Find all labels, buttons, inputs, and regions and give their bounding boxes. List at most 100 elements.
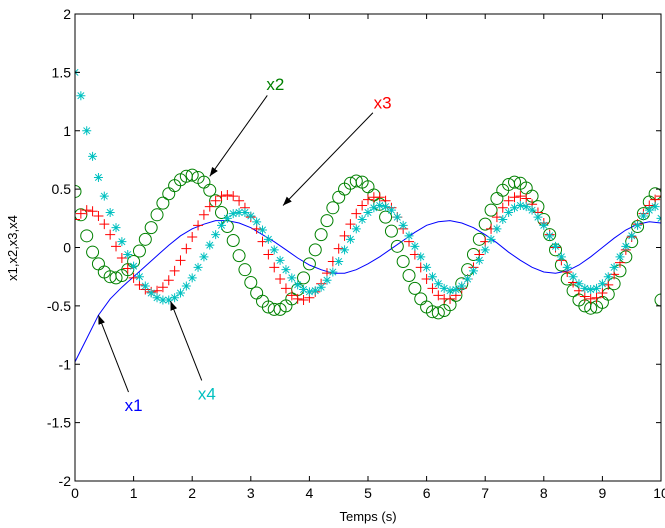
point-x4 [451, 285, 461, 295]
point-x4 [246, 211, 256, 221]
point-x2 [384, 224, 398, 238]
annotation-label-x1: x1 [125, 396, 143, 415]
point-x4 [234, 207, 244, 217]
series-x3 [75, 189, 661, 306]
point-x3 [75, 208, 86, 219]
x-tick-label: 1 [130, 485, 138, 501]
point-x2 [654, 293, 661, 307]
point-x4 [175, 288, 185, 298]
point-x4 [252, 217, 262, 227]
point-x3 [234, 195, 245, 206]
x-tick-label: 8 [540, 485, 548, 501]
point-x3 [503, 195, 514, 206]
point-x2 [138, 232, 152, 246]
x-tick-label: 4 [306, 485, 314, 501]
point-x4 [328, 267, 338, 277]
point-x4 [392, 212, 402, 222]
point-x4 [140, 281, 150, 291]
y-axis-label: x1,x2,x3,x4 [5, 215, 20, 281]
point-x4 [240, 207, 250, 217]
point-x4 [345, 234, 355, 244]
point-x2 [80, 229, 94, 243]
point-x4 [299, 285, 309, 295]
point-x4 [551, 241, 561, 251]
point-x3 [656, 191, 661, 202]
point-x3 [93, 210, 104, 221]
point-x4 [334, 257, 344, 267]
point-x3 [99, 219, 110, 230]
point-x4 [351, 224, 361, 234]
point-x4 [304, 287, 314, 297]
point-x4 [164, 295, 174, 305]
series-layer [75, 67, 661, 363]
point-x3 [193, 220, 204, 231]
x-tick-label: 7 [481, 485, 489, 501]
point-x4 [597, 279, 607, 289]
point-x2 [402, 269, 416, 283]
point-x2 [226, 233, 240, 247]
point-x4 [269, 245, 279, 255]
point-x4 [88, 151, 98, 161]
y-tick-label: -1.5 [47, 415, 71, 431]
point-x3 [175, 255, 186, 266]
x-tick-label: 10 [653, 485, 665, 501]
point-x4 [123, 250, 133, 260]
point-x3 [585, 293, 596, 304]
point-x4 [287, 273, 297, 283]
point-x2 [302, 257, 316, 271]
point-x3 [75, 214, 80, 225]
point-x4 [480, 245, 490, 255]
point-x2 [132, 244, 146, 258]
point-x4 [316, 282, 326, 292]
point-x4 [228, 209, 238, 219]
point-x4 [340, 245, 350, 255]
point-x3 [128, 272, 139, 283]
point-x4 [293, 280, 303, 290]
point-x3 [363, 194, 373, 205]
point-x4 [650, 202, 660, 212]
point-x2 [390, 239, 404, 253]
point-x2 [314, 228, 328, 242]
point-x4 [275, 255, 285, 265]
point-x3 [292, 293, 303, 304]
point-x4 [375, 200, 385, 210]
point-x3 [275, 274, 286, 285]
point-x2 [203, 183, 217, 197]
point-x4 [545, 231, 555, 241]
point-x4 [82, 126, 92, 136]
point-x3 [433, 290, 444, 301]
point-x4 [129, 261, 139, 271]
point-x3 [111, 241, 122, 252]
point-x2 [408, 281, 422, 295]
point-x2 [244, 276, 258, 290]
point-x4 [498, 214, 508, 224]
point-x4 [638, 211, 648, 221]
point-x4 [580, 283, 590, 293]
point-x4 [603, 272, 613, 282]
point-x4 [468, 266, 478, 276]
point-x2 [308, 243, 322, 257]
point-x4 [170, 293, 180, 303]
point-x3 [603, 279, 614, 290]
point-x3 [263, 249, 274, 260]
point-x4 [211, 230, 221, 240]
x-tick-label: 2 [188, 485, 196, 501]
point-x3 [339, 230, 350, 241]
point-x3 [286, 290, 297, 301]
point-x4 [181, 281, 191, 291]
point-x4 [422, 262, 432, 272]
point-x3 [269, 262, 280, 273]
point-x4 [574, 279, 584, 289]
point-x4 [621, 241, 631, 251]
point-x3 [228, 191, 239, 202]
point-x3 [497, 202, 508, 213]
point-x3 [597, 288, 608, 299]
point-x4 [134, 272, 144, 282]
point-x4 [93, 172, 103, 182]
point-x4 [457, 281, 467, 291]
point-x2 [75, 184, 82, 198]
x-tick-label: 5 [364, 485, 372, 501]
point-x2 [320, 214, 334, 228]
annotation-arrow-x3 [282, 112, 374, 206]
point-x4 [404, 231, 414, 241]
